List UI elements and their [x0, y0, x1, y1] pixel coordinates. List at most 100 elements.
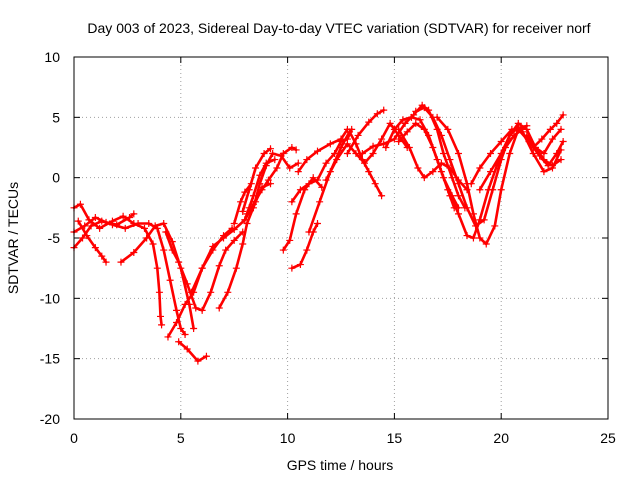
data-point — [448, 174, 456, 182]
x-tick-label: 20 — [493, 430, 509, 446]
data-point — [215, 262, 223, 270]
data-point — [91, 213, 99, 221]
data-point — [256, 171, 264, 179]
series-sat-track-14 — [243, 156, 279, 218]
data-point — [271, 156, 279, 164]
data-point — [288, 144, 296, 151]
data-point — [296, 261, 304, 269]
data-point — [164, 333, 172, 341]
data-point — [102, 258, 110, 266]
data-point — [352, 150, 360, 158]
data-point — [365, 118, 373, 126]
series-sat-track-34 — [529, 111, 567, 151]
data-point — [523, 125, 531, 133]
data-point — [358, 150, 366, 158]
data-point — [548, 164, 556, 172]
y-tick-label: 10 — [44, 49, 60, 65]
plot-frame — [73, 56, 609, 420]
data-point — [540, 150, 548, 158]
y-tick-label: 5 — [52, 109, 60, 125]
series-sat-track-22 — [343, 106, 388, 158]
data-point — [143, 234, 151, 242]
data-point — [119, 212, 127, 220]
series-trace — [446, 128, 524, 240]
series-sat-track-8 — [175, 338, 210, 365]
data-point — [153, 264, 161, 272]
data-point — [463, 204, 471, 212]
series-trace — [307, 130, 383, 234]
data-point — [243, 220, 251, 228]
data-point — [508, 125, 516, 133]
data-point — [140, 224, 148, 232]
grid-lines — [74, 57, 608, 419]
data-point — [386, 119, 394, 127]
data-point — [264, 176, 272, 184]
series-sat-track-32 — [514, 125, 567, 170]
data-point — [209, 242, 217, 250]
data-point — [514, 125, 522, 133]
data-point — [183, 345, 191, 353]
data-point — [429, 144, 437, 151]
data-point — [173, 318, 181, 326]
data-point — [230, 236, 238, 244]
data-point — [207, 288, 215, 296]
data-point — [529, 144, 537, 151]
data-point — [401, 119, 409, 127]
data-point — [183, 280, 191, 288]
data-point — [467, 180, 475, 188]
data-point — [269, 150, 277, 158]
data-point — [175, 258, 183, 266]
data-series — [70, 101, 567, 365]
data-point — [198, 306, 206, 314]
series-trace — [166, 227, 234, 339]
data-point — [247, 180, 255, 188]
y-axis-label: SDTVAR / TECUs — [5, 182, 21, 294]
data-point — [380, 106, 388, 114]
data-point — [305, 228, 313, 236]
data-point — [557, 156, 565, 164]
data-point — [121, 224, 129, 232]
x-tick-label: 25 — [600, 430, 616, 446]
data-point — [476, 164, 484, 172]
data-point — [102, 218, 110, 226]
series-sat-track-1 — [70, 200, 166, 329]
series-sat-track-11 — [239, 145, 275, 215]
data-point — [395, 125, 403, 133]
data-point — [294, 168, 302, 176]
data-point — [249, 192, 257, 200]
series-sat-track-23 — [358, 101, 469, 212]
data-point — [160, 220, 168, 228]
data-point — [343, 140, 351, 148]
data-point — [420, 125, 428, 133]
data-point — [365, 168, 373, 176]
data-point — [224, 288, 232, 296]
data-point — [487, 168, 495, 176]
data-point — [548, 135, 556, 143]
data-point — [546, 125, 554, 133]
y-tick-label: -10 — [40, 290, 60, 306]
series-sat-track-28 — [433, 113, 531, 248]
data-point — [322, 176, 330, 184]
data-point — [559, 137, 567, 145]
chart-title: Day 003 of 2023, Sidereal Day-to-day VTE… — [87, 20, 590, 36]
series-sat-track-33 — [523, 125, 565, 158]
series-trace — [516, 128, 565, 167]
data-point — [536, 152, 544, 160]
data-point — [258, 186, 266, 194]
data-point — [230, 220, 238, 228]
data-point — [292, 146, 300, 154]
data-point — [194, 357, 202, 365]
data-point — [239, 240, 247, 248]
data-point — [288, 198, 296, 206]
data-point — [497, 186, 505, 194]
data-point — [523, 131, 531, 139]
x-tick-label: 0 — [70, 430, 78, 446]
data-point — [162, 228, 170, 236]
data-point — [222, 246, 230, 254]
data-point — [149, 240, 157, 248]
data-point — [553, 150, 561, 158]
data-point — [277, 152, 285, 160]
data-point — [286, 236, 294, 244]
data-point — [87, 222, 95, 230]
